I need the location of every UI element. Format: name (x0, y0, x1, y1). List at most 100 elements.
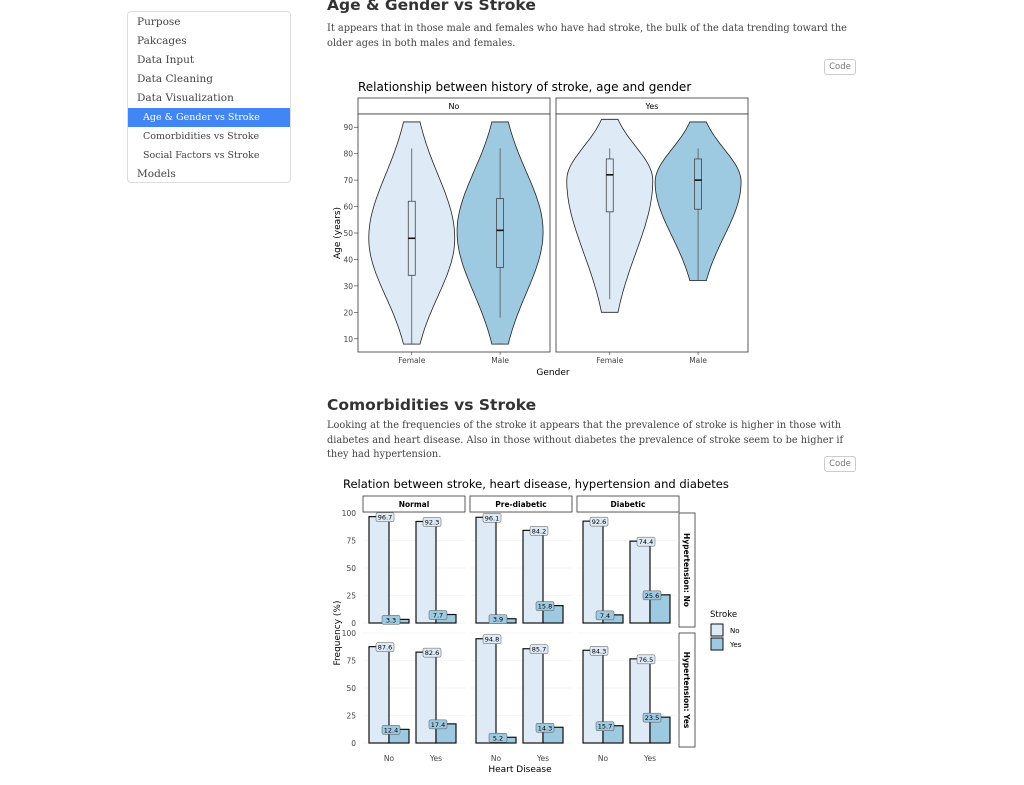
y-tick-label: 20 (343, 308, 353, 317)
data-label-box (529, 644, 549, 654)
x-tick-label: Yes (643, 754, 656, 763)
toc-item-label: Comorbidities vs Stroke (143, 131, 260, 142)
y-tick-label: 50 (346, 684, 356, 693)
data-label-box (642, 590, 662, 601)
y-tick-label: 10 (343, 335, 353, 344)
code-button-1[interactable]: Code (824, 59, 856, 75)
legend-title: Stroke (710, 610, 737, 620)
data-label-box (636, 536, 656, 547)
facet-label: Diabetic (611, 500, 646, 509)
data-label-box (428, 719, 448, 730)
toc-item[interactable]: Purpose (128, 13, 290, 32)
legend-key-no (710, 623, 724, 637)
x-tick-label: Female (596, 356, 624, 365)
toc-item-label: Models (137, 168, 176, 180)
toc-item-label: Purpose (137, 16, 181, 28)
data-label: 17.4 (431, 721, 445, 729)
x-tick-label: Male (491, 356, 509, 365)
data-label: 92.6 (592, 518, 606, 526)
data-label-box (488, 733, 508, 743)
bar-stroke-no (368, 516, 390, 624)
data-label-box (642, 712, 662, 723)
bar-stroke-no (415, 651, 437, 744)
y-tick-label: 100 (342, 629, 357, 638)
toc-item-label: Data Input (137, 54, 195, 66)
y-tick-label: 0 (351, 619, 356, 628)
toc-item[interactable]: Data Input (128, 51, 290, 70)
toc-item[interactable]: Models (128, 165, 290, 184)
data-label-box (488, 614, 508, 624)
data-label: 7.4 (600, 612, 610, 620)
toc-item-label: Pakcages (137, 35, 187, 47)
code-button-2[interactable]: Code (824, 456, 856, 472)
x-tick-label: Yes (536, 754, 549, 763)
data-label: 94.8 (485, 636, 499, 644)
toc-item-label: Social Factors vs Stroke (143, 150, 260, 161)
data-label-box (589, 516, 609, 527)
y-tick-label: 40 (343, 255, 353, 264)
data-label: 84.2 (532, 527, 546, 535)
toc-item[interactable]: Pakcages (128, 32, 290, 51)
data-label-box (595, 721, 615, 731)
y-tick-label: 50 (343, 229, 353, 238)
facet-label: Normal (399, 500, 430, 509)
x-tick-label: No (598, 754, 609, 763)
toc-item[interactable]: Data Cleaning (128, 70, 290, 89)
data-label: 85.7 (532, 646, 546, 654)
data-label: 15.7 (598, 723, 612, 731)
y-tick-label: 75 (346, 537, 356, 546)
toc-item-label: Data Cleaning (137, 73, 213, 85)
data-label-box (422, 517, 442, 527)
table-of-contents: Purpose Pakcages Data Input Data Cleaning Da… (127, 11, 291, 183)
data-label-box (589, 646, 609, 656)
y-axis-label: Age (years) (333, 207, 343, 259)
data-label-box (428, 610, 448, 620)
facet-strip (678, 512, 696, 628)
chart-title: Relation between stroke, heart disease, … (343, 477, 729, 491)
data-label-box (482, 513, 502, 523)
facet-strip (469, 495, 573, 513)
bar-stroke-no (629, 540, 651, 624)
x-tick-label: Male (689, 356, 707, 365)
y-axis-label: Frequency (%) (333, 601, 343, 666)
toc-item[interactable]: Comorbidities vs Stroke (128, 127, 290, 146)
y-tick-label: 80 (343, 150, 353, 159)
facet-label: Hypertension: Yes (682, 652, 691, 729)
data-label: 3.9 (493, 616, 503, 624)
data-label: 82.6 (425, 649, 439, 657)
box-iqr (496, 198, 504, 268)
data-label: 84.3 (592, 647, 606, 655)
facet-strip (362, 495, 466, 513)
toc-item-label: Age & Gender vs Stroke (143, 112, 260, 123)
y-tick-label: 30 (343, 282, 353, 291)
toc-item[interactable]: Social Factors vs Stroke (128, 146, 290, 165)
legend-key-yes (710, 637, 724, 651)
data-label: 76.5 (639, 656, 653, 664)
data-label: 92.3 (425, 518, 439, 526)
data-label: 3.3 (386, 616, 396, 624)
data-label-box (381, 725, 401, 735)
y-tick-label: 90 (343, 123, 353, 132)
data-label-box (529, 526, 549, 536)
bar-stroke-no (629, 658, 651, 744)
y-tick-label: 25 (346, 592, 356, 601)
data-label-box (636, 654, 656, 665)
violin-chart: Relationship between history of stroke, … (333, 80, 749, 378)
box-iqr (694, 158, 702, 210)
y-tick-label: 25 (346, 712, 356, 721)
toc-item[interactable]: Data Visualization (128, 89, 290, 108)
data-label: 23.5 (645, 714, 659, 722)
bar-chart: Relation between stroke, heart disease, … (333, 477, 742, 775)
data-label: 74.4 (639, 538, 653, 546)
bar-stroke-no (475, 516, 497, 624)
y-tick-label: 75 (346, 657, 356, 666)
data-label-box (482, 634, 502, 644)
data-label: 15.8 (538, 603, 552, 611)
section-text-age-gender: It appears that in those male and female… (327, 23, 847, 49)
y-tick-label: 100 (342, 509, 357, 518)
data-label: 7.7 (433, 612, 443, 620)
toc-item[interactable]: Age & Gender vs Stroke (128, 108, 290, 127)
data-label: 5.2 (493, 734, 503, 742)
facet-strip (576, 495, 680, 513)
legend-label: Yes (729, 641, 742, 649)
